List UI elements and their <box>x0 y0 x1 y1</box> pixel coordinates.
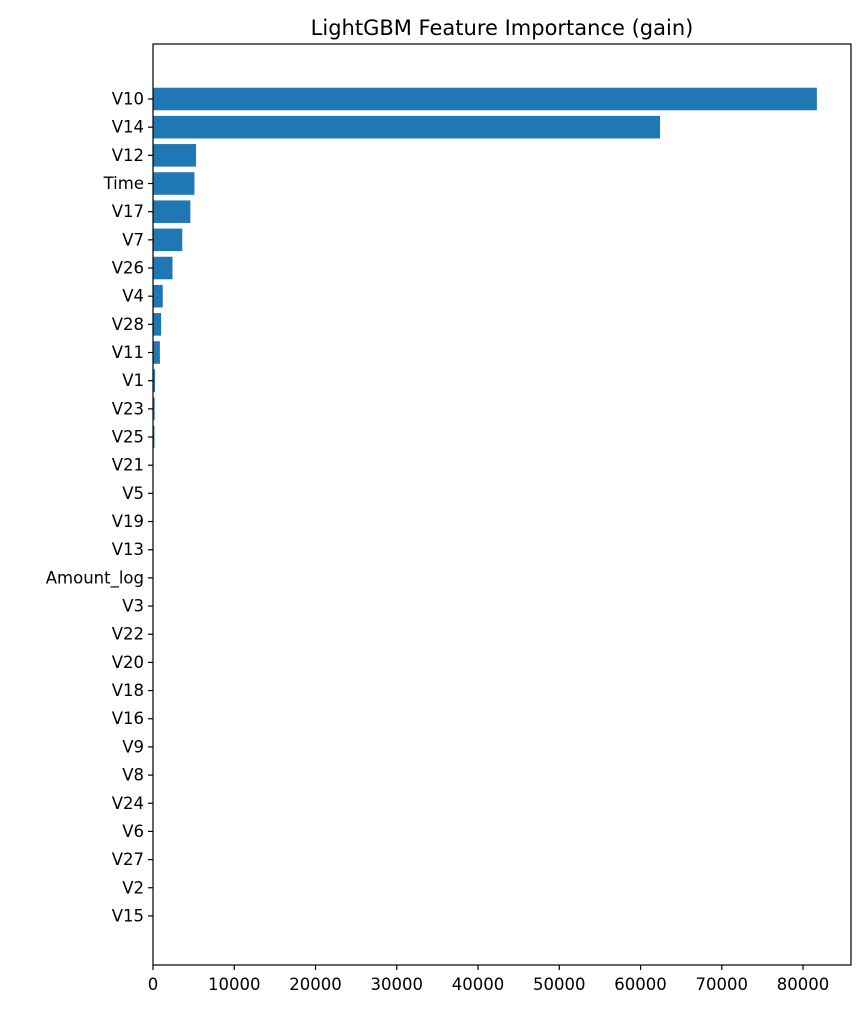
bar-v4 <box>153 285 163 308</box>
bar-v11 <box>153 341 160 364</box>
y-tick-label: V5 <box>122 484 144 503</box>
bar-time <box>153 172 194 195</box>
x-tick-label: 80000 <box>777 975 830 994</box>
x-tick-label: 0 <box>148 975 159 994</box>
y-tick-label: V21 <box>112 456 144 475</box>
y-tick-label: V16 <box>112 709 144 728</box>
x-tick-label: 70000 <box>696 975 749 994</box>
y-tick-label: V15 <box>112 906 144 925</box>
y-tick-label: V20 <box>112 653 144 672</box>
chart-title: LightGBM Feature Importance (gain) <box>311 16 694 40</box>
x-tick-label: 50000 <box>533 975 586 994</box>
y-tick-label: Amount_log <box>46 568 144 588</box>
y-tick-label: V13 <box>112 540 144 559</box>
y-tick-label: V2 <box>122 878 144 897</box>
y-tick-label: V12 <box>112 146 144 165</box>
y-tick-label: V23 <box>112 399 144 418</box>
y-tick-label: V11 <box>112 343 144 362</box>
y-tick-label: V4 <box>122 287 144 306</box>
x-tick-label: 20000 <box>289 975 342 994</box>
y-tick-label: V6 <box>122 822 144 841</box>
x-tick-label: 30000 <box>371 975 424 994</box>
y-tick-label: V1 <box>122 371 144 390</box>
bar-v17 <box>153 200 190 223</box>
bar-v14 <box>153 116 660 139</box>
bar-v10 <box>153 88 817 111</box>
x-tick-label: 60000 <box>614 975 667 994</box>
y-tick-label: V25 <box>112 428 144 447</box>
y-tick-label: V26 <box>112 259 144 278</box>
y-tick-label: V9 <box>122 737 144 756</box>
y-tick-label: V18 <box>112 681 144 700</box>
y-tick-label: V17 <box>112 202 144 221</box>
y-tick-label: V10 <box>112 90 144 109</box>
y-tick-label: V14 <box>112 118 144 137</box>
y-tick-label: V3 <box>122 597 144 616</box>
bar-v7 <box>153 229 182 252</box>
y-tick-label: V28 <box>112 315 144 334</box>
y-tick-label: Time <box>103 174 144 193</box>
y-tick-label: V7 <box>122 230 144 249</box>
bar-v28 <box>153 313 161 336</box>
x-tick-label: 40000 <box>452 975 505 994</box>
y-tick-label: V24 <box>112 794 144 813</box>
y-tick-label: V22 <box>112 625 144 644</box>
bar-v26 <box>153 257 173 280</box>
x-tick-label: 10000 <box>208 975 261 994</box>
y-tick-label: V27 <box>112 850 144 869</box>
y-tick-label: V8 <box>122 766 144 785</box>
y-tick-label: V19 <box>112 512 144 531</box>
bar-v12 <box>153 144 196 167</box>
